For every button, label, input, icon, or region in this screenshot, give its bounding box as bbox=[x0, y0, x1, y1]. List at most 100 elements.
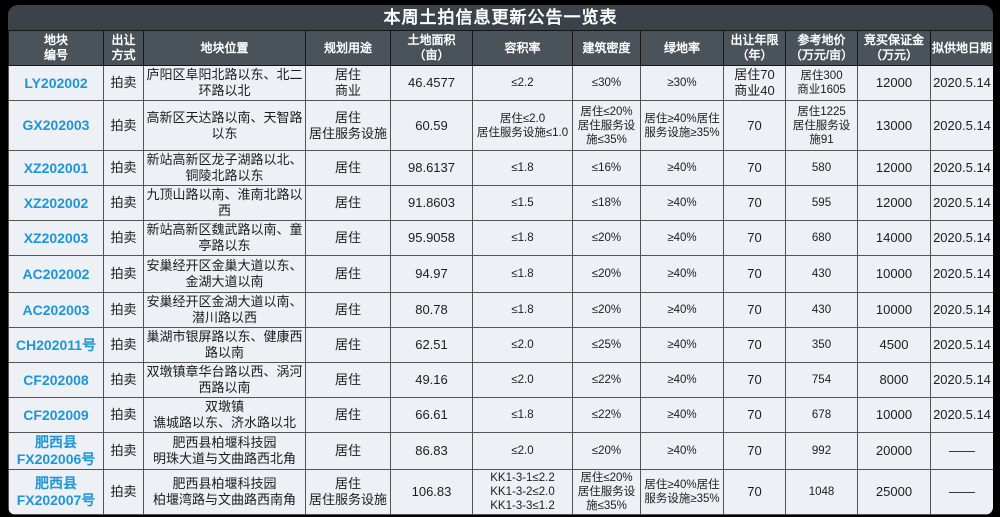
cell-density: ≤20% bbox=[572, 292, 641, 328]
cell-density: ≤20% bbox=[572, 220, 641, 256]
cell-method: 拍卖 bbox=[103, 327, 144, 363]
cell-green-rate: ≥40% bbox=[640, 150, 724, 186]
cell-plot-id[interactable]: CF202009 bbox=[8, 397, 104, 433]
cell-supply-date: —— bbox=[930, 432, 993, 470]
cell-area: 80.78 bbox=[390, 292, 473, 328]
cell-years: 70 bbox=[723, 220, 786, 256]
cell-planned-use: 居住 bbox=[305, 150, 391, 186]
cell-plot-id[interactable]: GX202003 bbox=[8, 100, 104, 151]
cell-ref-price: 1048 bbox=[785, 469, 858, 515]
cell-area: 60.59 bbox=[390, 100, 473, 151]
column-header: 绿地率 bbox=[640, 30, 724, 66]
cell-plot-id[interactable]: XZ202003 bbox=[8, 220, 104, 256]
cell-planned-use: 居住 bbox=[305, 432, 391, 470]
cell-method: 拍卖 bbox=[103, 100, 144, 151]
cell-method: 拍卖 bbox=[103, 185, 144, 221]
cell-green-rate: ≥40% bbox=[640, 327, 724, 363]
land-auction-table: 地块 编号 出让 方式 地块位置 规划用途 土地面积 （亩） 容积率 建筑密度 绿地率 出让年限… bbox=[8, 30, 993, 515]
cell-density: ≤22% bbox=[572, 397, 641, 433]
table-row: GX202003 拍卖 高新区天达路以南、天智路以东 居住 居住服务设施 60.59 居住… bbox=[8, 100, 993, 151]
cell-years: 70 bbox=[723, 362, 786, 398]
cell-years: 70 bbox=[723, 432, 786, 470]
cell-years: 70 bbox=[723, 469, 786, 515]
cell-years: 70 bbox=[723, 255, 786, 293]
cell-plot-id[interactable]: XZ202002 bbox=[8, 185, 104, 221]
cell-far: KK1-3-1≤2.2 KK1-3-2≤2.0 KK1-3-3≤1.2 bbox=[472, 469, 573, 515]
cell-plot-id[interactable]: LY202002 bbox=[8, 65, 104, 101]
cell-density: 居住≤20%居住服务设施≤35% bbox=[572, 469, 641, 515]
cell-deposit: 12000 bbox=[857, 150, 931, 186]
cell-area: 98.6137 bbox=[390, 150, 473, 186]
cell-plot-id[interactable]: 肥西县 FX202007号 bbox=[8, 469, 104, 515]
cell-supply-date: 2020.5.14 bbox=[930, 65, 993, 101]
column-header: 规划用途 bbox=[305, 30, 391, 66]
cell-far: ≤2.0 bbox=[472, 432, 573, 470]
cell-planned-use: 居住 bbox=[305, 185, 391, 221]
cell-planned-use: 居住 居住服务设施 bbox=[305, 100, 391, 151]
cell-far: ≤1.8 bbox=[472, 150, 573, 186]
column-header: 地块 编号 bbox=[8, 30, 104, 66]
cell-density: ≤18% bbox=[572, 185, 641, 221]
cell-green-rate: 居住≥40%居住服务设施≥35% bbox=[640, 469, 724, 515]
cell-density: ≤30% bbox=[572, 65, 641, 101]
cell-location: 新站高新区魏武路以南、童亭路以东 bbox=[143, 220, 306, 256]
table-row: AC202003 拍卖 安巢经开区金湖大道以南、潜川路以西 居住 80.78 ≤1.8 ≤2… bbox=[8, 292, 993, 328]
cell-method: 拍卖 bbox=[103, 255, 144, 293]
cell-plot-id[interactable]: XZ202001 bbox=[8, 150, 104, 186]
cell-area: 106.83 bbox=[390, 469, 473, 515]
cell-location: 肥西县柏堰科技园 柏堰湾路与文曲路西南角 bbox=[143, 469, 306, 515]
cell-far: 居住≤2.0 居住服务设施≤1.0 bbox=[472, 100, 573, 151]
cell-density: 居住≤20%居住服务设施≤35% bbox=[572, 100, 641, 151]
cell-location: 新站高新区龙子湖路以北、铜陵北路以东 bbox=[143, 150, 306, 186]
cell-ref-price: 680 bbox=[785, 220, 858, 256]
cell-far: ≤1.8 bbox=[472, 397, 573, 433]
cell-ref-price: 754 bbox=[785, 362, 858, 398]
cell-years: 居住70 商业40 bbox=[723, 65, 786, 101]
cell-plot-id[interactable]: 肥西县 FX202006号 bbox=[8, 432, 104, 470]
cell-plot-id[interactable]: CF202008 bbox=[8, 362, 104, 398]
cell-far: ≤2.0 bbox=[472, 327, 573, 363]
cell-location: 九顶山路以南、淮南北路以西 bbox=[143, 185, 306, 221]
cell-ref-price: 992 bbox=[785, 432, 858, 470]
cell-location: 双墩镇章华台路以西、涡河西路以南 bbox=[143, 362, 306, 398]
cell-planned-use: 居住 bbox=[305, 397, 391, 433]
cell-deposit: 10000 bbox=[857, 292, 931, 328]
column-header: 竞买保证金 （万元） bbox=[857, 30, 931, 66]
cell-ref-price: 580 bbox=[785, 150, 858, 186]
cell-planned-use: 居住 bbox=[305, 292, 391, 328]
cell-ref-price: 居住1225 居住服务设施91 bbox=[785, 100, 858, 151]
cell-plot-id[interactable]: CH202011号 bbox=[8, 327, 104, 363]
table-row: CH202011号 拍卖 巢湖市银屏路以东、健康西路以南 居住 62.51 ≤2.0 ≤25… bbox=[8, 327, 993, 363]
cell-supply-date: 2020.5.14 bbox=[930, 327, 993, 363]
cell-supply-date: —— bbox=[930, 469, 993, 515]
cell-area: 66.61 bbox=[390, 397, 473, 433]
cell-density: ≤20% bbox=[572, 255, 641, 293]
cell-ref-price: 350 bbox=[785, 327, 858, 363]
cell-supply-date: 2020.5.14 bbox=[930, 185, 993, 221]
cell-supply-date: 2020.5.14 bbox=[930, 100, 993, 151]
cell-density: ≤25% bbox=[572, 327, 641, 363]
cell-planned-use: 居住 bbox=[305, 255, 391, 293]
table-row: CF202008 拍卖 双墩镇章华台路以西、涡河西路以南 居住 49.16 ≤2.0 ≤22… bbox=[8, 362, 993, 398]
cell-green-rate: ≥40% bbox=[640, 220, 724, 256]
cell-far: ≤1.8 bbox=[472, 220, 573, 256]
cell-plot-id[interactable]: AC202003 bbox=[8, 292, 104, 328]
table-row: XZ202001 拍卖 新站高新区龙子湖路以北、铜陵北路以东 居住 98.6137 ≤1.… bbox=[8, 150, 993, 186]
cell-supply-date: 2020.5.14 bbox=[930, 397, 993, 433]
cell-years: 70 bbox=[723, 292, 786, 328]
column-header: 地块位置 bbox=[143, 30, 306, 66]
cell-area: 62.51 bbox=[390, 327, 473, 363]
cell-years: 70 bbox=[723, 185, 786, 221]
cell-plot-id[interactable]: AC202002 bbox=[8, 255, 104, 293]
cell-ref-price: 居住300 商业1605 bbox=[785, 65, 858, 101]
cell-area: 86.83 bbox=[390, 432, 473, 470]
cell-ref-price: 678 bbox=[785, 397, 858, 433]
cell-deposit: 10000 bbox=[857, 397, 931, 433]
cell-deposit: 8000 bbox=[857, 362, 931, 398]
announcement-card: 本周土拍信息更新公告一览表 地块 编号 出让 方式 地块位置 规划用途 土地面积 （亩）… bbox=[8, 5, 993, 515]
cell-method: 拍卖 bbox=[103, 150, 144, 186]
column-header: 出让年限 （年） bbox=[723, 30, 786, 66]
cell-density: ≤22% bbox=[572, 362, 641, 398]
cell-far: ≤2.2 bbox=[472, 65, 573, 101]
cell-density: ≤20% bbox=[572, 432, 641, 470]
